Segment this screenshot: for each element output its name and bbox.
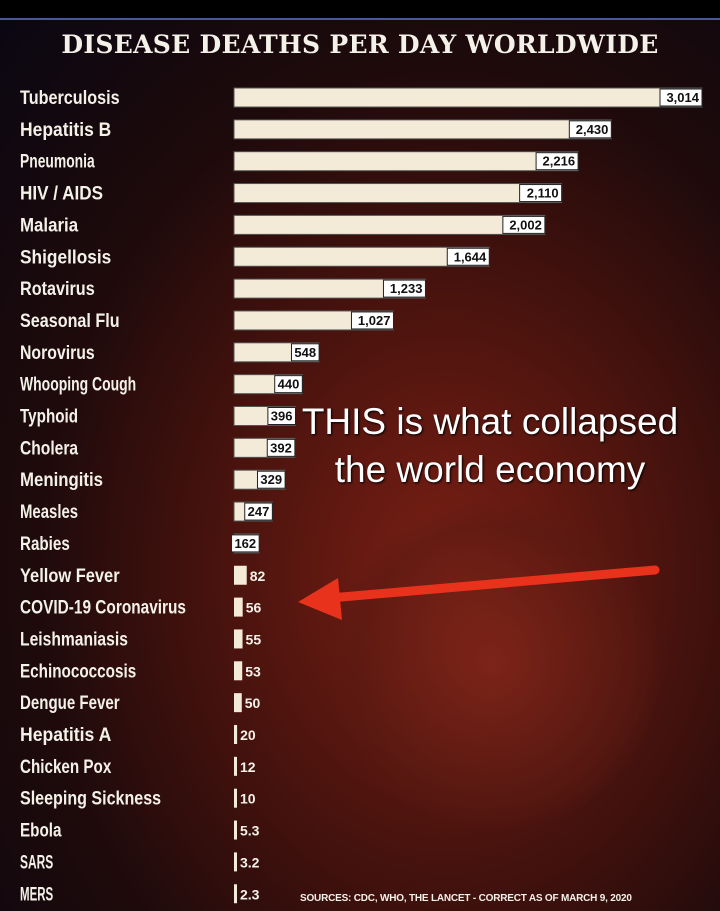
category-label: Pneumonia	[20, 152, 95, 173]
value-label: 20	[240, 727, 256, 743]
value-label-box	[446, 247, 490, 266]
arrow-shaft	[325, 565, 660, 603]
value-label-box	[382, 279, 426, 298]
value-label: 3,014	[666, 90, 699, 105]
arrow-head-icon	[298, 578, 342, 620]
category-label: Meningitis	[20, 470, 103, 491]
bar	[234, 884, 237, 904]
category-label: SARS	[20, 852, 53, 873]
bar	[234, 629, 243, 649]
category-label: Sleeping Sickness	[20, 789, 161, 810]
sources-note: SOURCES: CDC, WHO, THE LANCET - CORRECT …	[300, 893, 632, 904]
value-label: 50	[245, 695, 261, 711]
category-label: Rabies	[20, 534, 70, 555]
bar	[233, 183, 563, 204]
value-label: 55	[246, 631, 262, 647]
bar	[234, 725, 238, 744]
category-label: Hepatitis B	[20, 120, 111, 141]
value-label: 82	[250, 568, 266, 584]
category-label: Echinococcosis	[20, 661, 136, 682]
bar	[233, 87, 703, 108]
value-label: 12	[240, 759, 256, 775]
category-label: Malaria	[20, 215, 78, 236]
bar	[234, 756, 237, 776]
category-label: Yellow Fever	[20, 566, 120, 587]
chart-title: DISEASE DEATHS PER DAY WORLDWIDE	[61, 30, 659, 59]
bar	[234, 820, 237, 840]
category-label: Norovirus	[20, 343, 95, 364]
value-label: 2,002	[509, 217, 542, 232]
value-label: 53	[245, 663, 261, 679]
value-label-box	[568, 120, 612, 139]
category-label: Dengue Fever	[20, 693, 120, 714]
value-label: 2.3	[240, 886, 260, 902]
value-label: 162	[234, 536, 256, 551]
value-label: 1,027	[358, 313, 391, 328]
value-label-box	[659, 88, 703, 107]
category-label: Cholera	[20, 438, 78, 459]
category-label: Leishmaniasis	[20, 629, 128, 650]
value-label: 548	[294, 345, 316, 360]
virus-illustration	[330, 500, 660, 830]
bar	[234, 565, 247, 585]
value-label: 10	[240, 791, 256, 807]
value-label: 440	[278, 377, 300, 392]
value-label-box	[274, 375, 303, 394]
category-label: Ebola	[20, 821, 62, 842]
value-label-box	[350, 311, 394, 330]
category-label: Tuberculosis	[20, 88, 120, 109]
value-label-box	[502, 215, 546, 234]
category-label: Seasonal Flu	[20, 311, 120, 332]
value-label-box	[256, 470, 286, 489]
value-label: 2,216	[543, 154, 576, 169]
category-label: Whooping Cough	[20, 375, 136, 396]
value-label: 5.3	[240, 823, 260, 839]
value-label: 1,233	[390, 281, 423, 296]
category-label: Hepatitis A	[20, 725, 112, 746]
value-label: 3.2	[240, 854, 260, 870]
category-label: Measles	[20, 502, 78, 523]
value-label: 2,110	[527, 186, 559, 201]
annotation-text: THIS is what collapsed the world economy	[301, 401, 679, 490]
category-label: MERS	[20, 884, 53, 905]
category-label: HIV / AIDS	[20, 184, 103, 205]
bar	[234, 788, 237, 808]
category-label: COVID-19 Coronavirus	[20, 598, 186, 619]
category-label: Rotavirus	[20, 279, 95, 300]
value-label-box	[244, 502, 273, 521]
value-label: 2,430	[576, 122, 609, 137]
bar	[233, 151, 579, 172]
value-label: 392	[270, 440, 292, 455]
category-label: Typhoid	[20, 407, 78, 428]
value-label: 247	[248, 504, 270, 519]
bar	[234, 693, 242, 713]
value-label: 396	[271, 409, 293, 424]
value-label-box	[267, 407, 296, 425]
bar	[234, 661, 243, 681]
category-label: Chicken Pox	[20, 757, 112, 778]
value-label-box	[535, 152, 579, 171]
value-label-box	[290, 343, 320, 362]
category-label: Shigellosis	[20, 247, 111, 268]
value-label: 56	[246, 600, 262, 616]
value-label-box	[266, 438, 296, 457]
bar	[234, 597, 243, 617]
value-label: 1,644	[454, 249, 487, 264]
value-label: 329	[260, 472, 282, 487]
bar	[233, 214, 546, 235]
value-label-box	[231, 534, 260, 553]
chart-background	[0, 20, 720, 911]
bar	[234, 852, 237, 872]
value-label-box	[519, 184, 563, 203]
bar	[233, 119, 612, 140]
